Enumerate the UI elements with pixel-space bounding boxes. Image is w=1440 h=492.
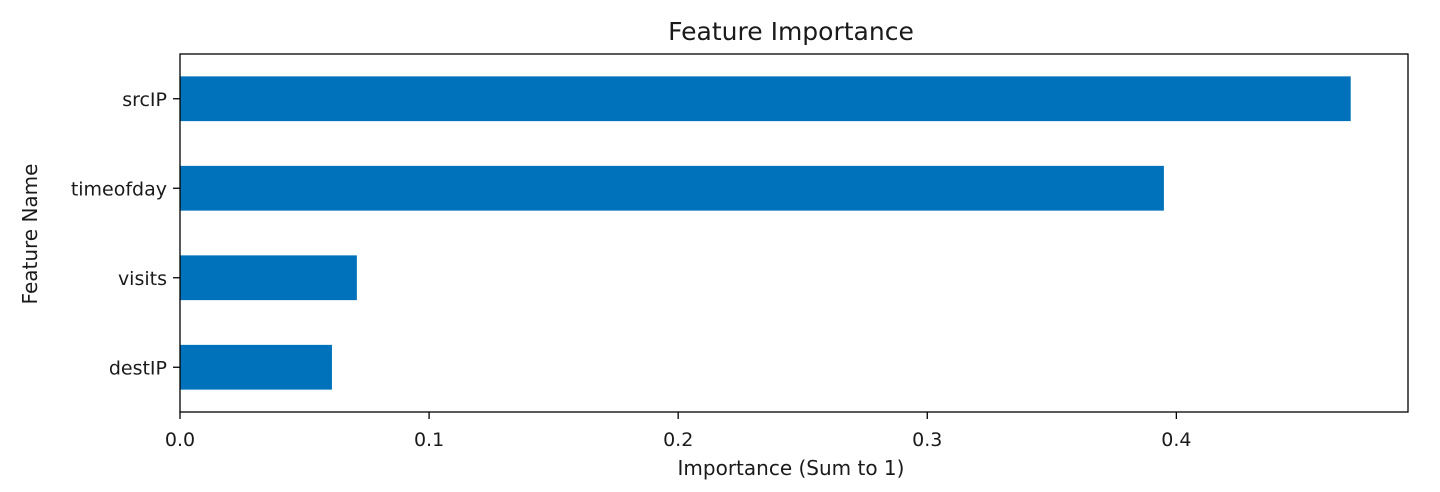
- x-tick-label: 0.1: [414, 429, 444, 451]
- bar-visits: [180, 255, 357, 301]
- y-tick-label-timeofday: timeofday: [71, 178, 167, 200]
- bars-group: [180, 76, 1351, 390]
- y-axis-label: Feature Name: [18, 164, 42, 305]
- y-tick-label-destip: destIP: [109, 357, 167, 379]
- bar-destip: [180, 344, 332, 390]
- x-tick-label: 0.3: [912, 429, 942, 451]
- y-axis-ticks: srcIP timeofday visits destIP: [71, 89, 180, 379]
- y-tick-label-visits: visits: [118, 268, 167, 290]
- bar-srcip: [180, 76, 1351, 122]
- y-tick-label-srcip: srcIP: [122, 89, 167, 111]
- x-tick-label: 0.2: [663, 429, 693, 451]
- x-axis-ticks: 0.0 0.1 0.2 0.3 0.4: [165, 412, 1191, 451]
- x-tick-label: 0.0: [165, 429, 195, 451]
- x-axis-label: Importance (Sum to 1): [678, 456, 905, 480]
- bar-timeofday: [180, 165, 1164, 211]
- x-tick-label: 0.4: [1161, 429, 1191, 451]
- plot-frame: [179, 53, 1409, 413]
- chart-title: Feature Importance: [668, 17, 914, 46]
